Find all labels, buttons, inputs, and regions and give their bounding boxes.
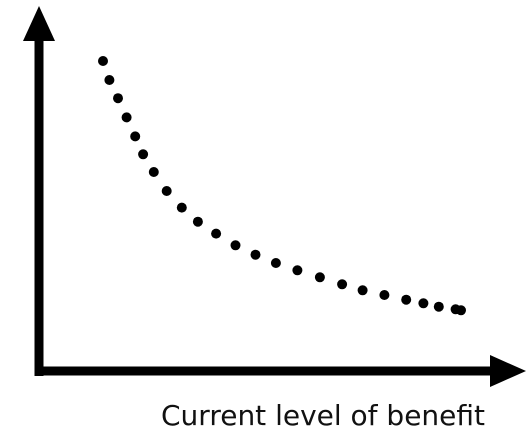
data-point-22 [433, 301, 444, 312]
data-point-14 [270, 258, 281, 268]
data-point-21 [418, 298, 429, 309]
x-axis-label: Current level of benefit [161, 399, 485, 432]
data-point-18 [357, 285, 368, 296]
data-point-16 [314, 272, 325, 283]
data-point-2 [104, 75, 115, 85]
data-point-3 [113, 93, 123, 104]
x-axis-arrow-icon [490, 355, 526, 387]
data-point-19 [379, 290, 390, 300]
data-point-12 [230, 240, 241, 251]
data-point-1 [98, 56, 108, 66]
data-point-20 [401, 294, 412, 305]
data-points [98, 56, 466, 316]
data-point-5 [130, 131, 141, 142]
data-point-4 [121, 112, 132, 123]
data-point-6 [138, 149, 149, 160]
data-point-11 [211, 228, 222, 239]
data-point-13 [250, 249, 261, 260]
data-point-24 [456, 305, 466, 316]
axes [23, 6, 526, 387]
data-point-15 [292, 265, 303, 276]
data-point-10 [192, 216, 203, 227]
data-point-7 [148, 167, 159, 177]
data-point-8 [161, 186, 172, 196]
y-axis-arrow-icon [23, 6, 55, 41]
data-point-9 [176, 202, 187, 213]
data-point-17 [337, 279, 348, 290]
